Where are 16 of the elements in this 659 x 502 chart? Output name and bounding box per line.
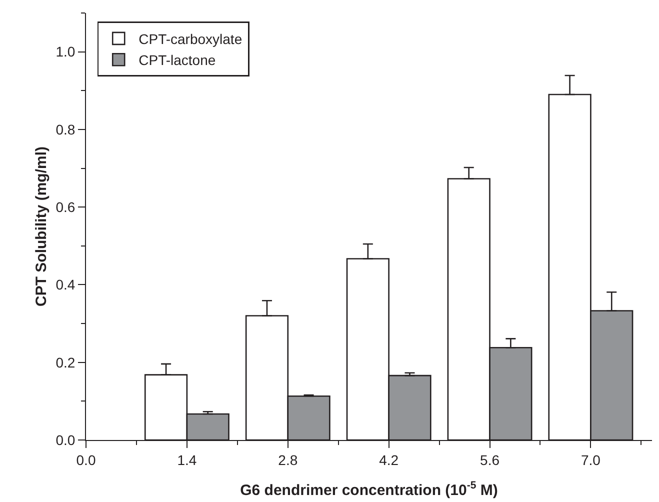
- y-tick-label: 0.4: [56, 276, 76, 293]
- y-tick-label: 0.6: [56, 198, 76, 215]
- x-tick-label: 2.8: [278, 452, 298, 468]
- x-tick-label: 0.0: [76, 452, 96, 468]
- x-tick-label: 4.2: [379, 452, 399, 468]
- x-tick-label: 1.4: [177, 452, 197, 468]
- y-tick-label: 0.2: [56, 354, 76, 370]
- y-tick-label: 0.0: [56, 432, 76, 448]
- x-axis-title: G6 dendrimer concentration (10$^{-5}$ M): [240, 480, 498, 499]
- legend-label: CPT-carboxylate: [138, 30, 242, 47]
- legend-label: CPT-lactone: [138, 52, 216, 68]
- x-tick-label: 7.0: [580, 452, 601, 468]
- y-tick-label: 0.8: [56, 121, 76, 138]
- y-tick-label: 1.0: [56, 44, 76, 60]
- x-tick-label: 5.6: [480, 452, 500, 468]
- y-axis-title: CPT Solubility (mg/ml): [33, 146, 50, 306]
